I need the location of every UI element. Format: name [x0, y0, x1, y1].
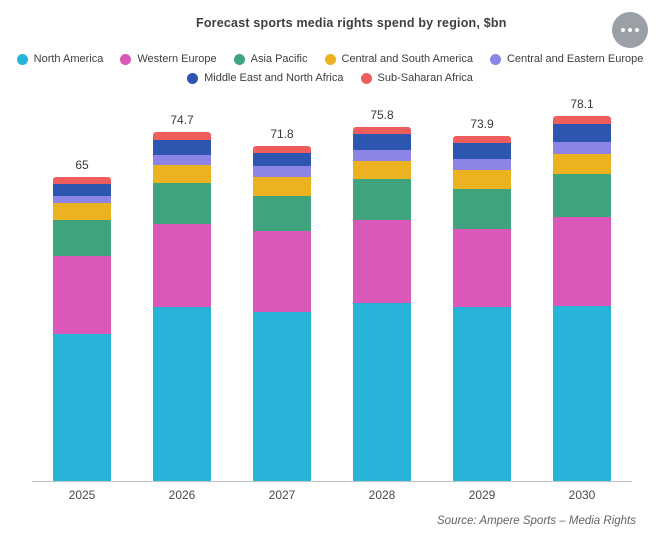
- legend-label: Asia Pacific: [250, 53, 308, 65]
- bar-segment-western-europe[interactable]: [553, 217, 611, 307]
- legend: North America Western Europe Asia Pacific C…: [0, 53, 660, 84]
- legend-label: Middle East and North Africa: [204, 72, 344, 84]
- bar-segment-asia-pacific[interactable]: [253, 196, 311, 231]
- legend-color-dot: [360, 72, 372, 84]
- bar-segment-central-and-eastern-europe[interactable]: [353, 150, 411, 161]
- bar-segment-central-and-eastern-europe[interactable]: [53, 195, 111, 204]
- bar-segment-north-america[interactable]: [153, 306, 211, 481]
- x-axis-label: 2025: [68, 488, 96, 502]
- x-axis-label: 2028: [368, 488, 396, 502]
- bar-column-2025: 65 2025: [32, 95, 132, 502]
- legend-row: Middle East and North Africa Sub-Saharan …: [187, 72, 473, 84]
- x-axis-label: 2027: [268, 488, 296, 502]
- source-text: Source: Ampere Sports – Media Rights: [437, 515, 636, 527]
- bar-segment-central-and-eastern-europe[interactable]: [453, 159, 511, 171]
- bar-segment-sub-saharan-africa[interactable]: [453, 135, 511, 143]
- bar-segment-middle-east-and-north-africa[interactable]: [53, 183, 111, 196]
- bar-segment-central-and-eastern-europe[interactable]: [153, 155, 211, 165]
- bar-segment-north-america[interactable]: [353, 303, 411, 481]
- legend-item-north-america[interactable]: North America: [16, 53, 104, 65]
- bar-segment-north-america[interactable]: [253, 312, 311, 481]
- bar-segment-asia-pacific[interactable]: [353, 178, 411, 220]
- bar-segment-central-and-south-america[interactable]: [153, 164, 211, 184]
- legend-color-dot: [233, 53, 245, 65]
- bar-segment-western-europe[interactable]: [253, 230, 311, 313]
- bar-segment-western-europe[interactable]: [353, 219, 411, 304]
- bar-column-2030: 78.1 2030: [532, 95, 632, 502]
- bar-segment-asia-pacific[interactable]: [53, 220, 111, 256]
- bar-segment-central-and-south-america[interactable]: [553, 153, 611, 174]
- ellipsis-icon: [635, 28, 639, 32]
- stacked-bar: [253, 145, 311, 481]
- bar-total-label: 65: [75, 158, 89, 173]
- bar-segment-sub-saharan-africa[interactable]: [53, 177, 111, 184]
- legend-label: Central and Eastern Europe: [506, 53, 644, 65]
- legend-label: North America: [33, 53, 104, 65]
- ellipsis-icon: [628, 28, 632, 32]
- bar-segment-north-america[interactable]: [53, 333, 111, 481]
- legend-item-middle-east-and-north-africa[interactable]: Middle East and North Africa: [187, 72, 344, 84]
- bar-segment-central-and-south-america[interactable]: [453, 170, 511, 189]
- bar-segment-asia-pacific[interactable]: [553, 173, 611, 218]
- legend-item-asia-pacific[interactable]: Asia Pacific: [233, 53, 308, 65]
- bar-segment-asia-pacific[interactable]: [453, 188, 511, 229]
- more-options-button[interactable]: [612, 12, 648, 48]
- bar-segment-sub-saharan-africa[interactable]: [153, 132, 211, 140]
- bar-segment-middle-east-and-north-africa[interactable]: [353, 133, 411, 151]
- bar-segment-central-and-south-america[interactable]: [353, 160, 411, 179]
- legend-item-central-and-south-america[interactable]: Central and South America: [324, 53, 473, 65]
- legend-row: North America Western Europe Asia Pacific C…: [16, 53, 644, 65]
- bar-segment-middle-east-and-north-africa[interactable]: [253, 152, 311, 167]
- legend-color-dot: [489, 53, 501, 65]
- legend-item-western-europe[interactable]: Western Europe: [120, 53, 217, 65]
- legend-item-central-and-eastern-europe[interactable]: Central and Eastern Europe: [489, 53, 644, 65]
- bar-column-2028: 75.8 2028: [332, 95, 432, 502]
- legend-color-dot: [120, 53, 132, 65]
- bar-total-label: 78.1: [570, 97, 594, 112]
- bar-segment-middle-east-and-north-africa[interactable]: [153, 139, 211, 156]
- bar-segment-middle-east-and-north-africa[interactable]: [553, 124, 611, 142]
- bar-segment-central-and-south-america[interactable]: [53, 203, 111, 221]
- legend-item-sub-saharan-africa[interactable]: Sub-Saharan Africa: [360, 72, 473, 84]
- bar-segment-western-europe[interactable]: [53, 255, 111, 334]
- legend-label: Central and South America: [341, 53, 473, 65]
- bar-segment-sub-saharan-africa[interactable]: [553, 116, 611, 125]
- bar-total-label: 75.8: [370, 108, 394, 123]
- legend-color-dot: [324, 53, 336, 65]
- bar-segment-central-and-south-america[interactable]: [253, 177, 311, 197]
- bar-segment-asia-pacific[interactable]: [153, 183, 211, 224]
- bar-total-label: 74.7: [170, 113, 194, 128]
- bar-segment-middle-east-and-north-africa[interactable]: [453, 142, 511, 160]
- plot-area: 65 2025 74.7 2026 71.8 2027 75.8 2028 73.9 2029 78…: [32, 95, 632, 502]
- bar-column-2029: 73.9 2029: [432, 95, 532, 502]
- stacked-bar: [453, 135, 511, 481]
- bar-segment-western-europe[interactable]: [153, 223, 211, 307]
- bar-segment-central-and-eastern-europe[interactable]: [253, 166, 311, 178]
- x-axis-label: 2026: [168, 488, 196, 502]
- bar-segment-north-america[interactable]: [553, 306, 611, 481]
- bar-total-label: 73.9: [470, 116, 494, 131]
- stacked-bar: [53, 177, 111, 481]
- ellipsis-icon: [621, 28, 625, 32]
- legend-label: Sub-Saharan Africa: [377, 72, 473, 84]
- bar-segment-central-and-eastern-europe[interactable]: [553, 141, 611, 154]
- bar-segment-sub-saharan-africa[interactable]: [253, 145, 311, 153]
- bar-total-label: 71.8: [270, 126, 294, 141]
- bar-segment-western-europe[interactable]: [453, 228, 511, 308]
- x-axis-label: 2030: [568, 488, 596, 502]
- stacked-bar: [553, 116, 611, 481]
- legend-color-dot: [16, 53, 28, 65]
- bar-segment-sub-saharan-africa[interactable]: [353, 127, 411, 134]
- bar-column-2027: 71.8 2027: [232, 95, 332, 502]
- bar-segment-north-america[interactable]: [453, 307, 511, 481]
- stacked-bar: [153, 132, 211, 481]
- chart-title: Forecast sports media rights spend by re…: [196, 16, 507, 30]
- stacked-bar: [353, 127, 411, 481]
- bar-column-2026: 74.7 2026: [132, 95, 232, 502]
- legend-color-dot: [187, 72, 199, 84]
- legend-label: Western Europe: [137, 53, 217, 65]
- x-axis-label: 2029: [468, 488, 496, 502]
